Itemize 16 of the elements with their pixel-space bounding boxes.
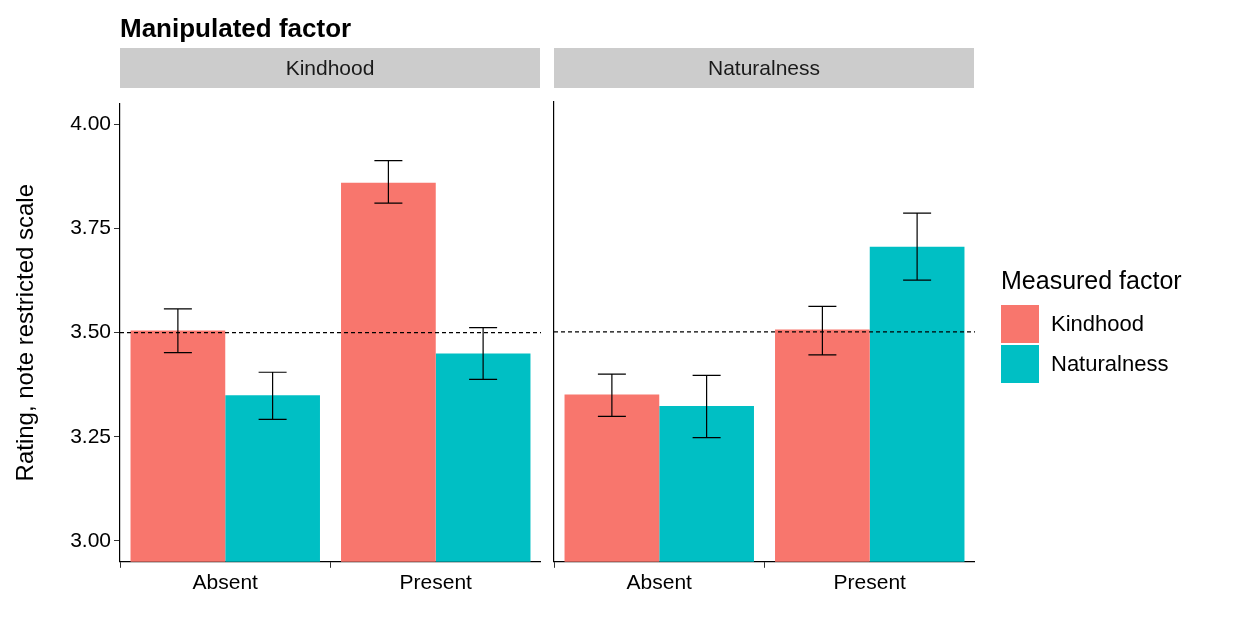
- y-tick-label: 3.75: [70, 215, 111, 239]
- y-tick-label: 3.00: [70, 527, 111, 551]
- x-tick-label: Present: [833, 570, 907, 594]
- y-axis-title: Rating, note restricted scale: [11, 183, 39, 482]
- y-tick-label: 3.25: [70, 423, 111, 447]
- y-tick-label: 3.50: [70, 319, 111, 343]
- legend-label: Kindhood: [1051, 311, 1144, 337]
- y-tick-label: 4.00: [70, 111, 111, 135]
- chart-subtitle: Naturalness: [554, 48, 974, 88]
- x-tick-label: Absent: [192, 570, 259, 594]
- chart-title: Manipulated factor: [120, 12, 352, 44]
- x-tick-label: Present: [399, 570, 473, 594]
- chart-subtitle: Kindhood: [120, 48, 540, 88]
- legend-label: Naturalness: [1051, 351, 1169, 377]
- legend-title: Measured factor: [1001, 266, 1182, 295]
- x-tick-label: Absent: [626, 570, 693, 594]
